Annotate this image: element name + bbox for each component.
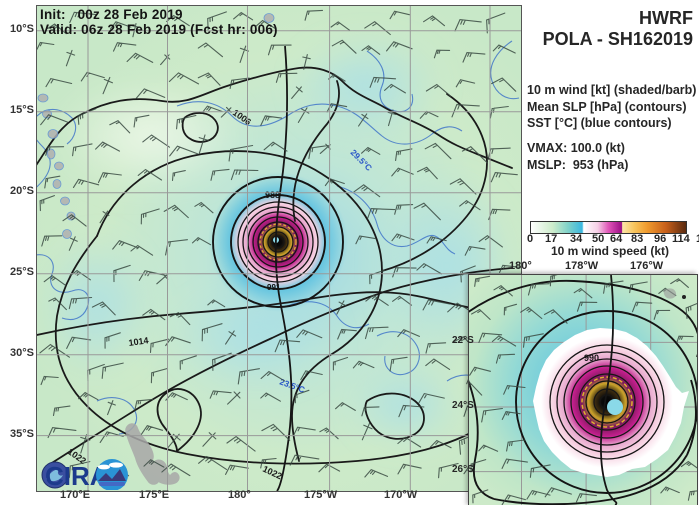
svg-text:990: 990 (584, 353, 599, 363)
